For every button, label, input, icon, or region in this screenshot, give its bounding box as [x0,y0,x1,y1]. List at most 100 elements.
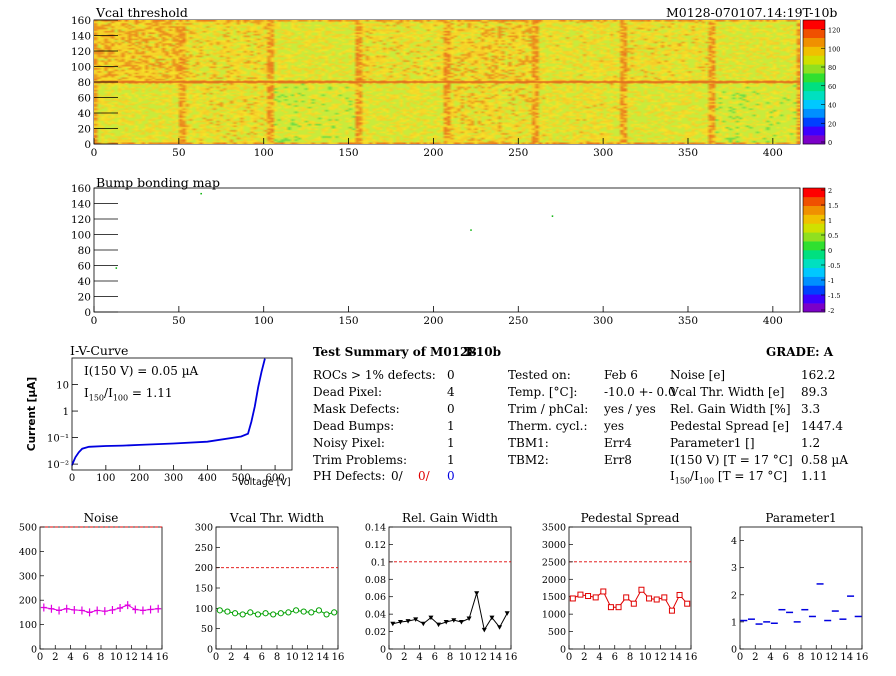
plot-rel-gain-width-xtick-label: 2 [401,652,407,663]
plot-noise-ytick-label: 0 [31,645,37,656]
plot-vcal-thr-width-point [216,607,223,614]
plot-noise-xtick-label: 14 [140,652,153,663]
defect-row-value: 4 [447,385,455,399]
bump-map-palette-band [803,223,825,233]
plot-pedestal-spread-xtick-label: 2 [581,652,587,663]
vcal-map-ytick-label: 120 [71,46,91,58]
iv-title: I-V-Curve [70,343,129,358]
plot-rel-gain-width-xtick-label: 10 [459,652,472,663]
bump-map-xtick-label: 350 [678,315,698,327]
plot-parameter1-xtick-label: 12 [825,652,838,663]
plot-vcal-thr-width-xtick-label: 10 [286,652,299,663]
plot-noise-point [78,606,85,615]
ratio-value: = 1.11 [128,386,173,400]
vcal-map-ytick-label: 100 [71,62,91,74]
plot-rel-gain-width-title: Rel. Gain Width [402,511,498,525]
plot-vcal-thr-width-xtick-label: 4 [243,652,249,663]
plot-pedestal-spread-ytick-label: 500 [548,627,566,638]
plot-rel-gain-width-xtick-label: 4 [416,652,422,663]
vcal-map-xtick-label: 200 [423,147,443,159]
plot-pedestal-spread-ytick-label: 2500 [542,557,566,568]
plot-pedestal-spread-ytick-label: 1500 [542,592,566,603]
plot-rel-gain-width-point [428,615,434,621]
bump-map-ytick-label: 160 [71,183,91,195]
plot-vcal-thr-width-xtick-label: 12 [301,652,314,663]
plot-parameter1-xtick-label: 8 [798,652,804,663]
vcal-map-palette-band [803,64,825,74]
iv-ytick-label: 1 [63,407,69,418]
bump-map-palette-band [803,205,825,215]
plot-vcal-thr-width-point [239,611,246,618]
condition-row-value: -10.0 +- 0.0 [604,385,676,399]
vcal-map-palette-band [803,55,825,65]
plot-noise-series-line [43,604,159,613]
plot-rel-gain-width-point [451,618,457,623]
bump-map-ytick-label: 60 [78,261,91,273]
plot-noise-point [109,605,116,614]
bump-map-palette-label: 0 [828,247,832,255]
bump-map-xtick-label: 0 [91,315,98,327]
defect-row-label: Dead Pixel: [313,385,383,399]
iv-xtick-label: 200 [130,473,149,484]
plot-rel-gain-width-ytick-label: 0 [380,645,386,656]
bump-map-ytick-label: 120 [71,214,91,226]
bump-map-ytick-label: 20 [78,292,91,304]
plot-noise-point [48,604,55,613]
vcal-map-xtick-label: 100 [254,147,274,159]
plot-vcal-thr-width-point [331,609,338,616]
ratio-i: I [84,386,89,400]
plot-parameter1-frame [739,526,863,650]
plot-pedestal-spread-point [638,586,645,593]
ratio-row-mid: /I [690,469,699,483]
plot-noise-point [155,604,162,613]
ratio-row-suffix: [T = 17 °C] [714,469,788,483]
plot-rel-gain-width-point [413,617,419,622]
plot-pedestal-spread-point [676,591,683,598]
perf-row-value: 3.3 [801,402,821,416]
bump-map-palette-band [803,250,825,260]
plot-pedestal-spread-ytick-label: 2000 [542,575,566,586]
perf-row-label: Parameter1 [] [670,436,755,450]
plot-pedestal-spread-xtick-label: 10 [639,652,652,663]
plot-vcal-thr-width-point [277,610,284,617]
plot-vcal-thr-width-point [308,609,315,616]
bump-map-palette-band [803,303,825,313]
plot-pedestal-spread-xtick-label: 8 [627,652,633,663]
perf-row-value: 89.3 [801,385,828,399]
vcal-map-palette-band [803,90,825,101]
plot-pedestal-spread-xtick-label: 14 [669,652,682,663]
summary-module-tag: T-10b [464,345,502,359]
perf-row-value: 1447.4 [801,419,843,433]
plot-vcal-thr-width-point [292,607,300,614]
ph-defects-label: PH Defects: [313,469,386,483]
plot-parameter1-ytick-label: 1 [731,617,737,628]
defect-row-value: 1 [447,453,455,467]
vcal-map-palette-label: 40 [828,102,836,110]
plot-rel-gain-width-series-line [392,593,508,632]
bump-map-palette-label: 1.5 [828,202,838,210]
ratio-row-value: 1.11 [801,469,828,483]
plot-rel-gain-width-point [481,627,487,633]
iv-ytick-label: 10 [56,381,69,392]
plot-pedestal-spread-point [585,593,592,600]
bump-map-palette-label: 0.5 [828,232,838,240]
plot-vcal-thr-width-xtick-label: 0 [213,652,219,663]
iv-ylabel: Current [µA] [26,376,38,452]
plot-rel-gain-width-point [497,625,503,630]
plot-pedestal-spread-point [615,604,622,611]
plot-parameter1-xtick-label: 4 [767,652,773,663]
ph-defects-v1: 0/ [391,469,403,483]
plot-pedestal-spread-ytick-label: 3000 [542,540,566,551]
plot-pedestal-spread-point [661,594,668,601]
plot-noise-point [147,605,154,614]
vcal-map-ytick-label: 20 [78,124,91,136]
plot-noise-xtick-label: 8 [98,652,104,663]
defect-row-value: 1 [447,419,455,433]
plot-pedestal-spread-point [592,594,599,601]
plot-noise-xtick-label: 12 [125,652,138,663]
plot-rel-gain-width-point [443,619,449,625]
iv-xtick-label: 0 [69,473,75,484]
plot-pedestal-spread-xtick-label: 6 [612,652,618,663]
plot-vcal-thr-width-xtick-label: 2 [228,652,234,663]
